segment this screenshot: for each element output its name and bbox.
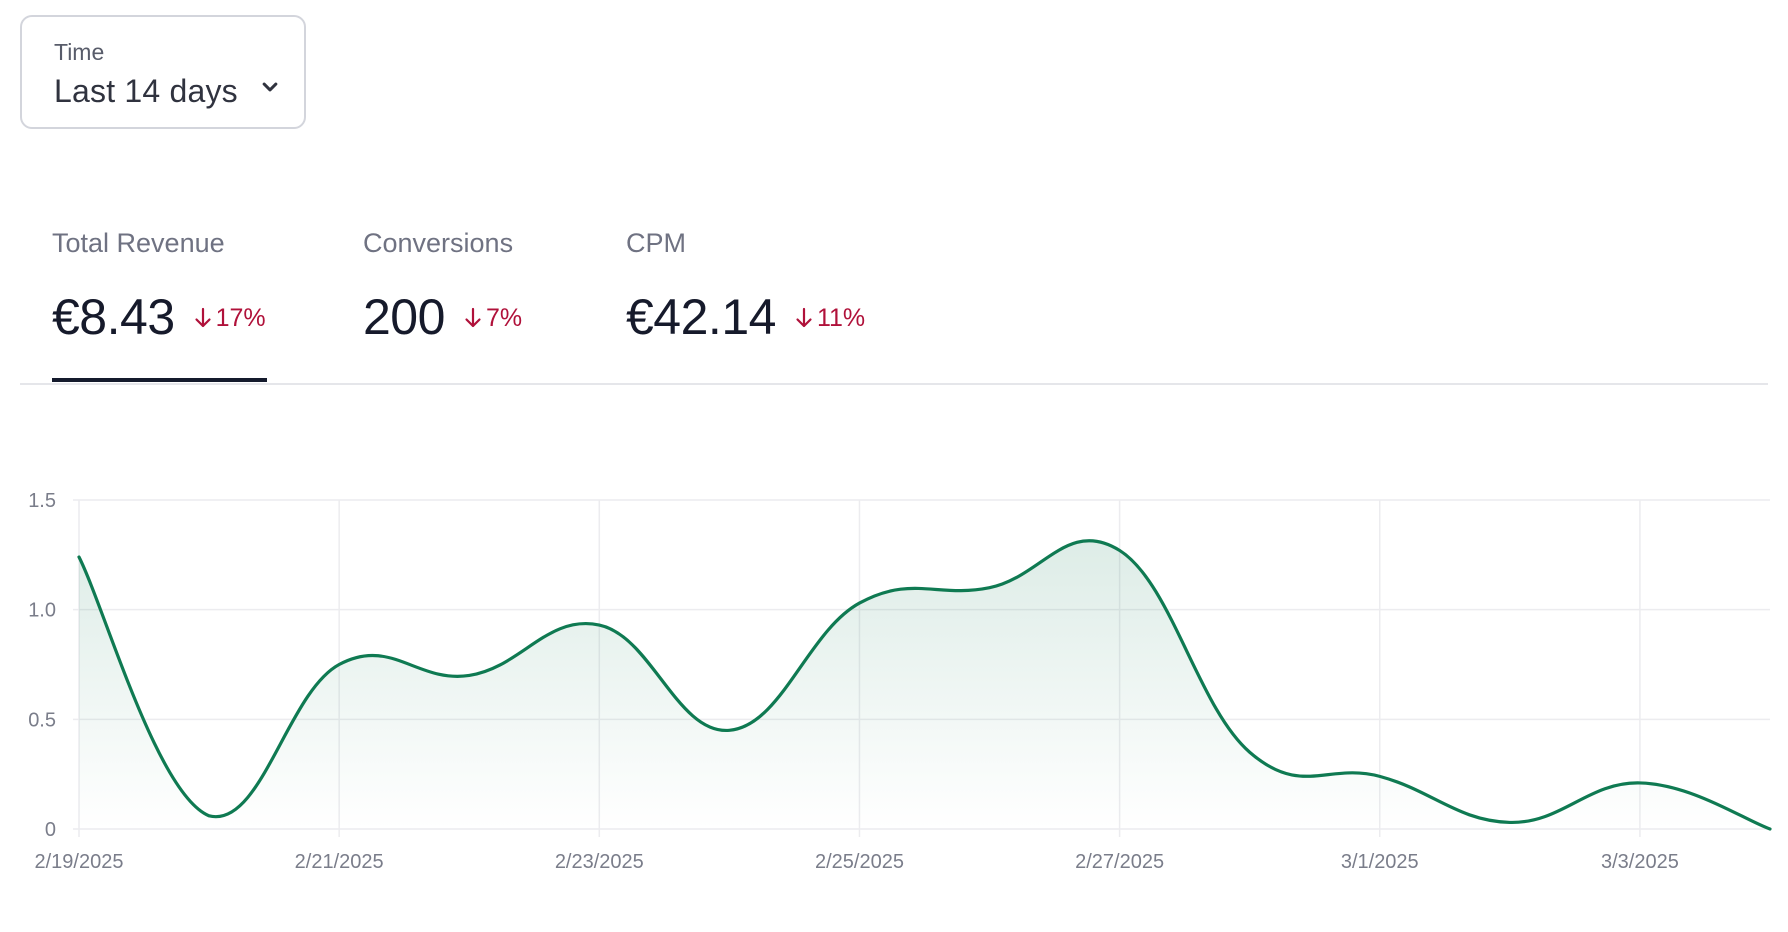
y-tick-label: 0 bbox=[45, 819, 56, 841]
x-tick-label: 3/1/2025 bbox=[1341, 851, 1419, 873]
tabs-divider bbox=[20, 383, 1768, 385]
metric-label: Conversions bbox=[363, 228, 514, 258]
x-tick-label: 2/19/2025 bbox=[35, 851, 124, 873]
x-axis-ticks: 2/19/2025 2/21/2025 2/23/2025 2/25/2025 2/27… bbox=[35, 851, 1679, 873]
y-tick-label: 1.0 bbox=[28, 600, 56, 622]
metric-delta: 17% bbox=[193, 304, 266, 333]
y-tick-label: 0.5 bbox=[28, 709, 56, 731]
metric-value: 200 bbox=[363, 289, 445, 345]
x-tick-label: 2/25/2025 bbox=[815, 851, 904, 873]
metric-delta-value: 11% bbox=[816, 303, 866, 332]
x-tick-label: 2/27/2025 bbox=[1075, 851, 1164, 873]
revenue-chart: 00.51.01.5 2/19/2025 2/21/2025 2/23/2025 2/… bbox=[28, 490, 1772, 873]
metric-tab-total-revenue[interactable]: Total Revenue €8.43 17% bbox=[52, 228, 266, 345]
time-select-label: Time bbox=[54, 39, 105, 65]
metric-label: CPM bbox=[626, 228, 686, 258]
metric-tab-conversions[interactable]: Conversions 200 7% bbox=[363, 228, 522, 345]
x-tick-label: 2/21/2025 bbox=[295, 851, 384, 873]
x-tick-label: 2/23/2025 bbox=[555, 851, 644, 873]
x-tick-label: 3/3/2025 bbox=[1601, 851, 1679, 873]
active-tab-indicator bbox=[52, 378, 267, 382]
time-select-value: Last 14 days bbox=[54, 73, 238, 109]
metric-label: Total Revenue bbox=[52, 228, 225, 258]
series-line bbox=[77, 539, 1772, 831]
metric-value: €42.14 bbox=[626, 289, 776, 345]
arrow-down-icon bbox=[195, 307, 211, 328]
metric-value: €8.43 bbox=[52, 289, 175, 345]
arrow-down-icon bbox=[796, 307, 812, 328]
chevron-down-icon bbox=[262, 82, 278, 92]
metric-delta-value: 17% bbox=[215, 303, 266, 332]
y-axis-ticks: 0 0.5 1.0 1.5 bbox=[28, 490, 56, 841]
metric-delta: 11% bbox=[794, 304, 865, 333]
metric-delta-value: 7% bbox=[485, 303, 523, 332]
series-area bbox=[79, 540, 1770, 829]
time-range-select[interactable]: Time Last 14 days bbox=[20, 15, 306, 129]
y-tick-label: 1.5 bbox=[28, 490, 56, 512]
metric-tab-cpm[interactable]: CPM €42.14 11% bbox=[626, 228, 865, 345]
arrow-down-icon bbox=[465, 307, 481, 328]
metric-delta: 7% bbox=[463, 304, 522, 333]
